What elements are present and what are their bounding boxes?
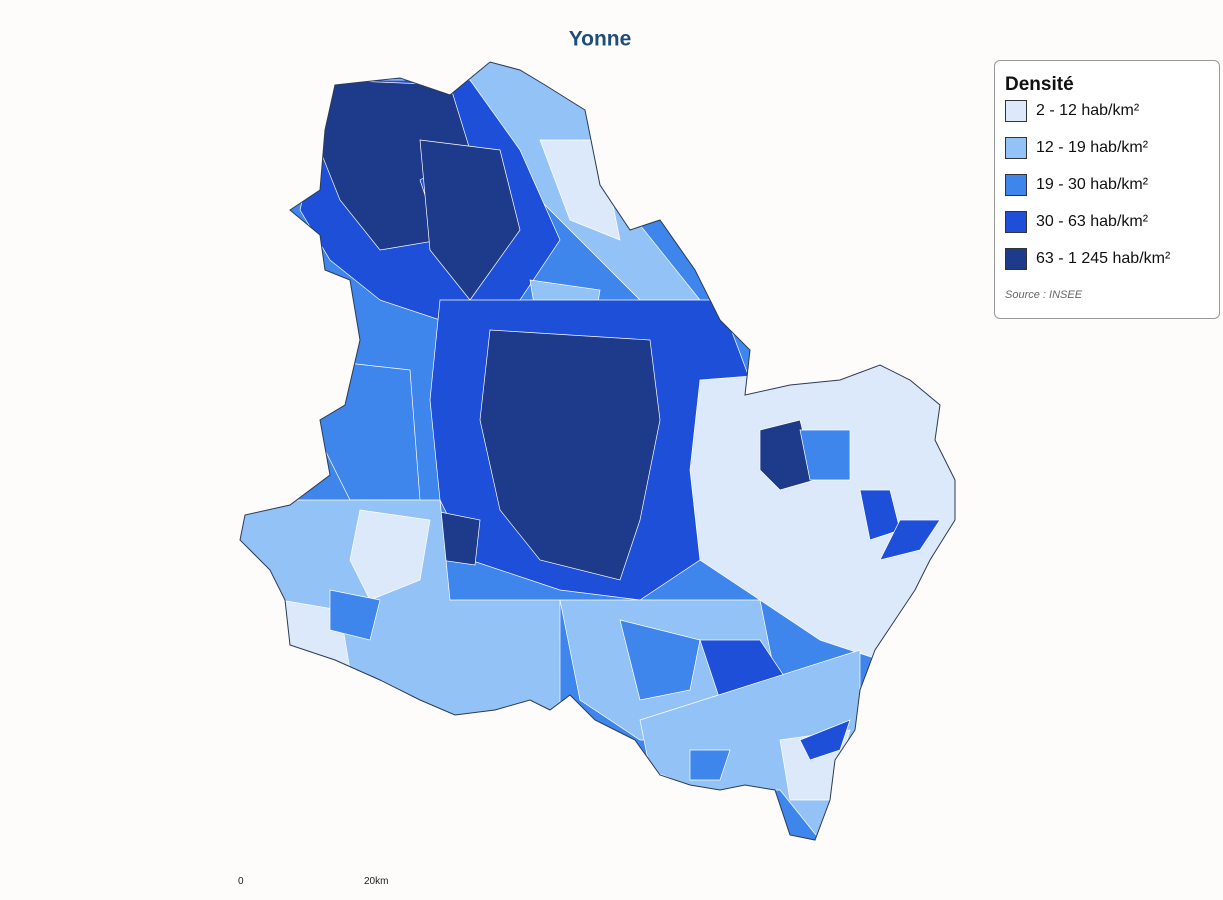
commune-area <box>479 329 661 581</box>
scale-label: 0 <box>238 876 244 887</box>
legend-label: 2 - 12 hab/km² <box>1036 102 1140 119</box>
commune-area <box>349 509 431 601</box>
department-outline <box>239 61 956 841</box>
map-title: Yonne <box>569 28 632 51</box>
legend-swatch <box>1005 211 1027 233</box>
legend-label: 30 - 63 hab/km² <box>1036 213 1149 230</box>
scale-label: 20km <box>364 876 389 887</box>
legend-label: 63 - 1 245 hab/km² <box>1036 250 1171 267</box>
legend-label: 19 - 30 hab/km² <box>1036 176 1149 193</box>
commune-area <box>329 589 381 641</box>
legend-item: 2 - 12 hab/km² <box>1005 99 1139 123</box>
commune-area <box>419 139 521 301</box>
commune-area <box>799 429 851 481</box>
legend-item: 63 - 1 245 hab/km² <box>1005 247 1170 271</box>
source: Source : INSEE <box>1005 289 1083 301</box>
legend-swatch <box>1005 174 1027 196</box>
commune-area <box>799 719 851 761</box>
commune-area <box>689 749 731 781</box>
legend-swatch <box>1005 137 1027 159</box>
legend: Densité 2 - 12 hab/km² 12 - 19 hab/km² 19 … <box>994 60 1220 319</box>
legend-item: 30 - 63 hab/km² <box>1005 210 1148 234</box>
legend-item: 19 - 30 hab/km² <box>1005 173 1148 197</box>
legend-label: 12 - 19 hab/km² <box>1036 139 1149 156</box>
commune-area <box>689 359 955 661</box>
legend-item: 12 - 19 hab/km² <box>1005 136 1148 160</box>
legend-swatch <box>1005 248 1027 270</box>
legend-swatch <box>1005 100 1027 122</box>
communes <box>240 62 955 840</box>
commune-area <box>879 519 941 561</box>
commune-area <box>619 619 701 701</box>
legend-title: Densité <box>1005 74 1074 95</box>
